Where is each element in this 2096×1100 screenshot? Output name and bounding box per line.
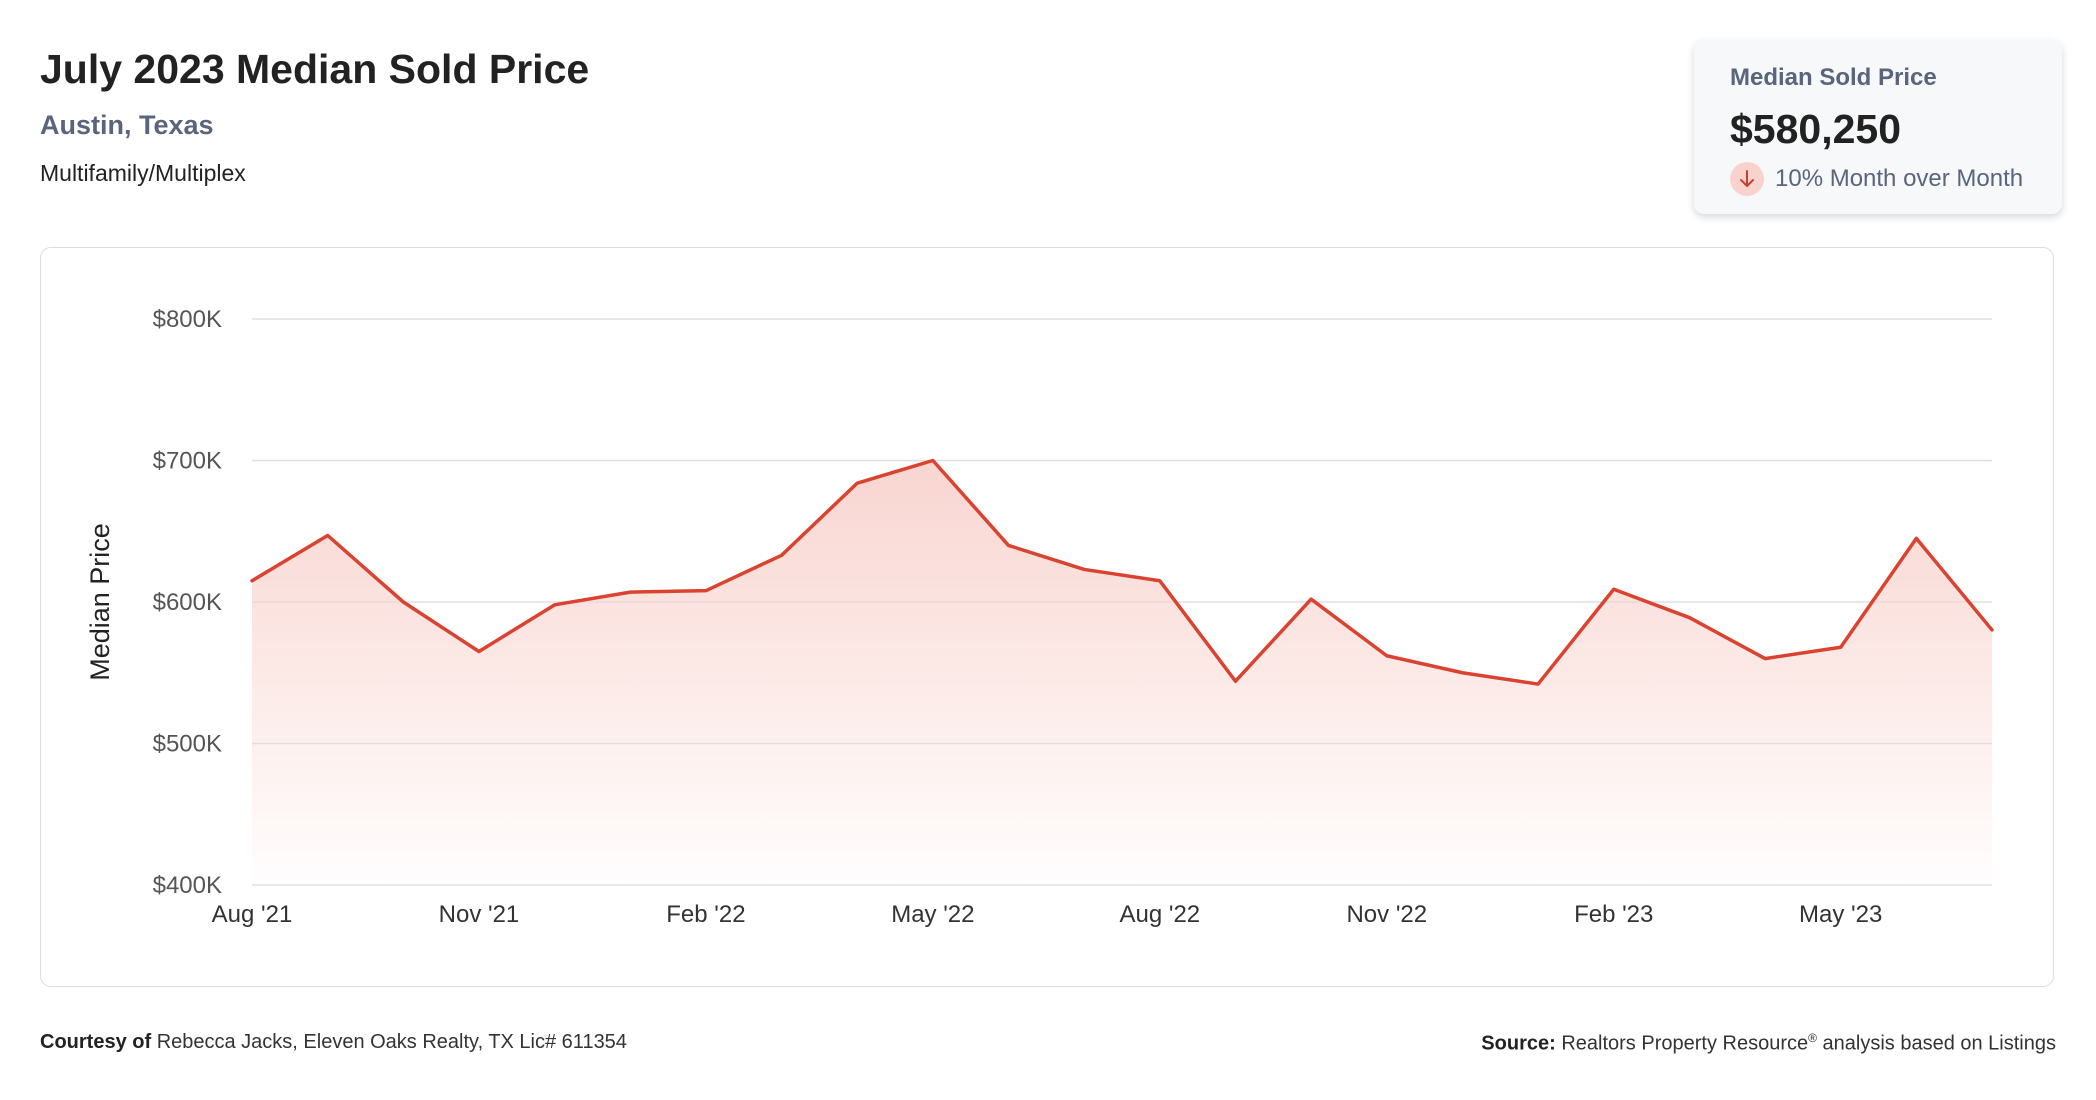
series-line bbox=[250, 458, 1994, 686]
y-tick-label: $800K bbox=[153, 306, 222, 333]
y-tick-label: $600K bbox=[153, 589, 222, 616]
courtesy-footer: Courtesy of Rebecca Jacks, Eleven Oaks R… bbox=[40, 1031, 627, 1054]
x-tick-label: Aug '22 bbox=[1119, 901, 1200, 928]
stat-card-label: Median Sold Price bbox=[1730, 64, 1937, 91]
property-type-label: Multifamily/Multiplex bbox=[40, 160, 246, 186]
registered-mark: ® bbox=[1808, 1031, 1817, 1045]
x-tick-label: May '23 bbox=[1799, 901, 1882, 928]
median-price-chart: $400K $500K $600K $700K $800K Median Price Aug… bbox=[85, 306, 1994, 928]
arrow-down-icon bbox=[1730, 162, 1764, 196]
source-footer: Source: Realtors Property Resource® anal… bbox=[1481, 1031, 2056, 1056]
stat-card-value: $580,250 bbox=[1730, 106, 1902, 152]
stat-change-text: 10% Month over Month bbox=[1775, 165, 2024, 192]
area-fill bbox=[252, 460, 1992, 885]
median-price-card: Median Sold Price $580,250 10% Month ove… bbox=[1694, 40, 2062, 214]
location-subtitle: Austin, Texas bbox=[40, 110, 214, 140]
x-tick-label: Nov '21 bbox=[439, 901, 520, 928]
x-tick-label: Feb '23 bbox=[1574, 901, 1653, 928]
source-text-tail: analysis based on Listings bbox=[1822, 1032, 2056, 1055]
x-tick-label: May '22 bbox=[891, 901, 974, 928]
source-text: Realtors Property Resource bbox=[1561, 1032, 1809, 1055]
x-tick-label: Aug '21 bbox=[212, 901, 293, 928]
courtesy-text: Rebecca Jacks, Eleven Oaks Realty, TX Li… bbox=[156, 1031, 627, 1053]
y-tick-label: $700K bbox=[153, 448, 222, 475]
y-tick-label: $500K bbox=[153, 731, 222, 758]
x-tick-label: Feb '22 bbox=[666, 901, 745, 928]
stat-card-change: 10% Month over Month bbox=[1730, 162, 2023, 196]
y-tick-label: $400K bbox=[153, 872, 222, 899]
x-tick-label: Nov '22 bbox=[1346, 901, 1427, 928]
page-title: July 2023 Median Sold Price bbox=[40, 46, 590, 92]
courtesy-label: Courtesy of bbox=[40, 1031, 152, 1053]
y-axis-label: Median Price bbox=[85, 523, 115, 681]
source-label: Source: bbox=[1481, 1032, 1556, 1055]
chart-panel: $400K $500K $600K $700K $800K Median Price Aug… bbox=[40, 247, 2054, 987]
